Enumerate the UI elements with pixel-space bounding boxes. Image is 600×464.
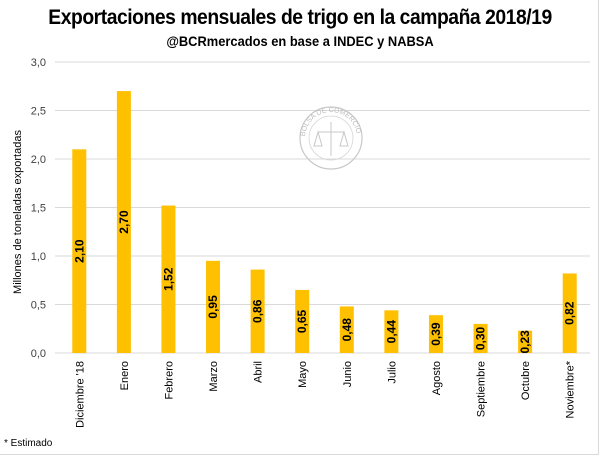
x-tick-label: Enero (119, 361, 131, 390)
x-tick-label: Abril (253, 361, 265, 383)
x-tick-label: Mayo (297, 361, 309, 388)
bar (473, 323, 488, 353)
y-tick-label: 1,0 (31, 251, 46, 263)
bar (72, 149, 87, 353)
bar (562, 273, 577, 353)
data-labels: 2,10 2,70 1,52 0,95 0,86 0,65 0,48 0,44 0,39 0,30… (72, 210, 576, 353)
chart-subtitle: @BCRmercados en base a INDEC y NABSA (166, 33, 434, 49)
bar (250, 269, 265, 353)
data-label: 0,39 (429, 322, 443, 346)
y-tick-label: 2,0 (31, 154, 46, 166)
x-axis-ticks: Diciembre '18 Enero Febrero Marzo Abril Mayo J… (74, 360, 576, 428)
x-tick-label: Agosto (431, 361, 443, 395)
data-label: 2,70 (117, 210, 131, 234)
y-tick-label: 3,0 (31, 57, 46, 69)
data-label: 0,48 (340, 318, 354, 342)
y-axis-label: Millones de toneladas exportadas (12, 130, 24, 294)
bar (518, 330, 533, 353)
bar (295, 289, 310, 353)
watermark-logo: BOLSA DE COMERCIO DE ROSARIO (0, 0, 363, 170)
x-tick-label: Marzo (208, 361, 220, 392)
data-label: 0,65 (295, 309, 309, 333)
x-tick-label: Noviembre* (565, 360, 577, 418)
bar (428, 315, 443, 353)
watermark-outer-circle (299, 106, 363, 170)
chart-frame (0, 0, 599, 455)
watermark-scales-icon (313, 122, 349, 156)
data-label: 0,95 (206, 295, 220, 319)
x-tick-label: Julio (386, 361, 398, 384)
data-label: 0,82 (563, 301, 577, 325)
y-tick-label: 2,5 (31, 106, 46, 118)
y-tick-label: 1,5 (31, 203, 46, 215)
bar (116, 91, 131, 353)
y-axis-ticks: 0,0 0,5 1,0 1,5 2,0 2,5 3,0 (31, 57, 46, 360)
gridlines (55, 61, 590, 354)
data-label: 2,10 (72, 239, 86, 263)
watermark-text: BOLSA DE COMERCIO DE ROSARIO (0, 0, 362, 137)
data-label: 0,23 (518, 330, 532, 354)
watermark-inner-circle (308, 115, 354, 161)
x-tick-label: Septiembre (476, 361, 488, 417)
x-tick-label: Octubre (520, 361, 532, 400)
y-tick-label: 0,0 (31, 348, 46, 360)
data-label: 0,86 (251, 299, 265, 323)
bar (206, 260, 221, 353)
bar (339, 306, 354, 353)
x-tick-label: Diciembre '18 (74, 361, 86, 428)
x-tick-label: Febrero (163, 361, 175, 400)
y-tick-label: 0,5 (31, 300, 46, 312)
x-tick-label: Junio (342, 361, 354, 387)
data-label: 0,30 (474, 326, 488, 350)
footnote: * Estimado (4, 438, 53, 449)
chart-title: Exportaciones mensuales de trigo en la c… (48, 6, 552, 29)
data-label: 1,52 (161, 267, 175, 291)
data-label: 0,44 (384, 320, 398, 344)
bar (161, 205, 176, 353)
bar (384, 310, 399, 353)
bars (72, 91, 577, 353)
